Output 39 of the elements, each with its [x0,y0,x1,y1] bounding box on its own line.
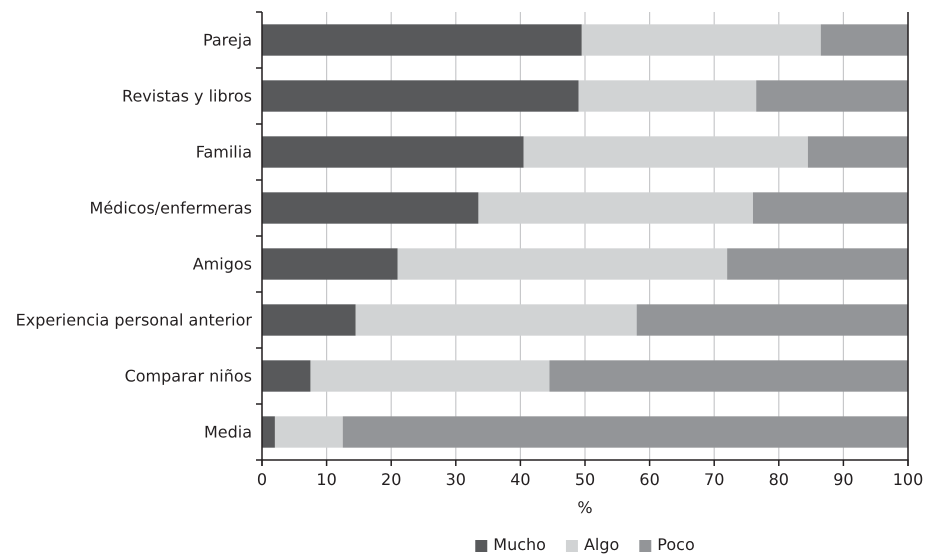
x-tick-label: 100 [892,470,924,489]
bar [342,416,908,448]
bar [262,248,398,280]
y-tick-label: Media [204,422,252,442]
x-tick-label: 0 [256,470,268,489]
x-tick-label: 50 [574,470,596,489]
y-tick-label: Pareja [202,30,252,50]
x-tick-label: 40 [510,470,531,489]
bar [820,24,908,56]
bar [808,136,908,168]
x-tick-label: 10 [316,470,337,489]
bar [756,80,908,112]
y-tick-label: Experiencia personal anterior [16,310,252,330]
bar [262,24,582,56]
x-tick-label: 80 [768,470,789,489]
legend-label: Algo [584,535,620,554]
x-tick-label: 30 [446,470,466,489]
y-tick-label: Revistas y libros [122,86,252,106]
y-tick-label: Comparar niños [124,366,252,386]
bar [262,136,524,168]
bar [727,248,908,280]
x-tick-label: 20 [381,470,402,489]
bar [262,192,478,224]
legend-label: Mucho [493,535,546,554]
bar [262,304,356,336]
y-tick-label: Médicos/enfermeras [90,198,252,218]
y-tick-label: Familia [196,142,252,162]
bar [262,360,310,392]
x-tick-label: 60 [639,470,660,489]
x-tick-label: 90 [833,470,854,489]
bar [262,80,579,112]
x-tick-label: 70 [704,470,724,489]
legend-label: Poco [657,535,695,554]
bar [549,360,908,392]
bar [636,304,908,336]
bar [262,416,275,448]
x-axis-title: % [577,498,593,517]
y-tick-label: Amigos [192,254,252,274]
bar [752,192,908,224]
